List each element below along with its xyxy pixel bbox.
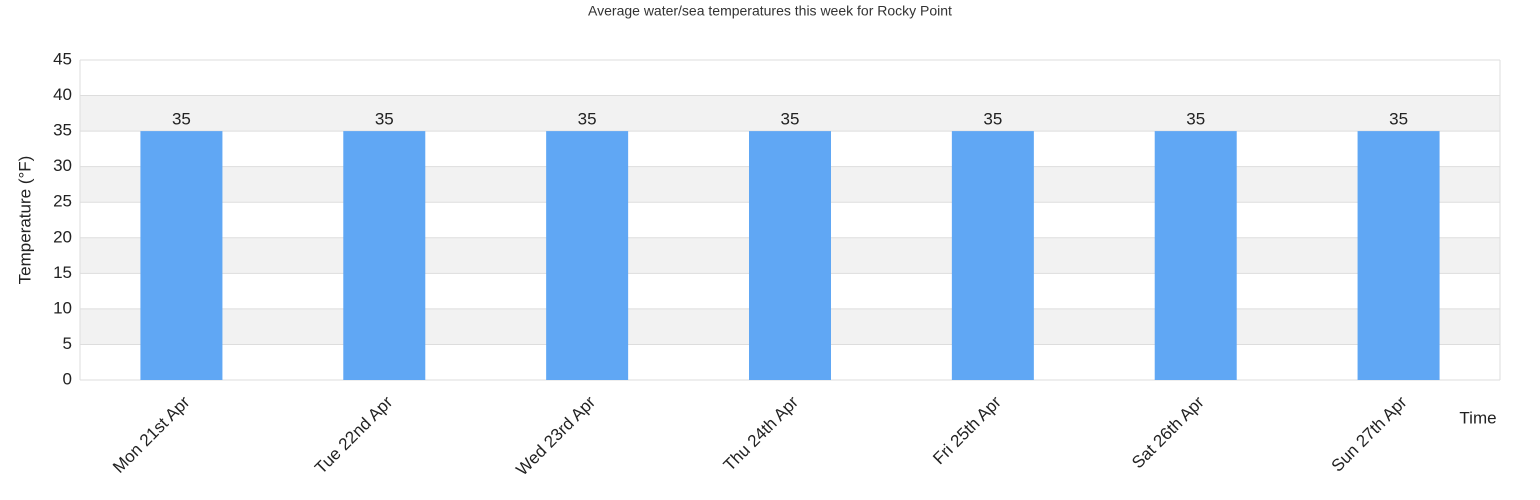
y-axis-label: Temperature (°F) xyxy=(15,156,34,285)
y-tick-label: 45 xyxy=(53,49,72,68)
y-tick-label: 20 xyxy=(53,227,72,246)
data-label: 35 xyxy=(983,110,1002,129)
grid-band xyxy=(80,95,1500,132)
data-label: 35 xyxy=(1186,110,1205,129)
bar xyxy=(343,131,426,380)
y-tick-label: 10 xyxy=(53,298,72,317)
y-tick-label: 30 xyxy=(53,156,72,175)
x-tick-label: Fri 25th Apr xyxy=(929,392,1005,468)
data-label: 35 xyxy=(1389,110,1408,129)
x-tick-label: Sun 27th Apr xyxy=(1328,392,1411,475)
y-tick-label: 0 xyxy=(63,369,72,388)
bar xyxy=(546,131,629,380)
data-label: 35 xyxy=(578,110,597,129)
x-tick-label: Sat 26th Apr xyxy=(1128,392,1208,472)
y-tick-label: 15 xyxy=(53,263,72,282)
x-tick-label: Tue 22nd Apr xyxy=(311,392,396,477)
y-tick-label: 35 xyxy=(53,121,72,140)
bar xyxy=(951,131,1034,380)
bar xyxy=(140,131,223,380)
bar xyxy=(749,131,831,380)
x-axis-label: Time xyxy=(1459,408,1496,427)
y-tick-label: 25 xyxy=(53,192,72,211)
bar xyxy=(1357,131,1440,380)
y-tick-label: 40 xyxy=(53,85,72,104)
data-label: 35 xyxy=(781,110,800,129)
x-tick-label: Wed 23rd Apr xyxy=(512,392,599,479)
chart-title: Average water/sea temperatures this week… xyxy=(588,3,952,19)
bar xyxy=(1154,131,1237,380)
data-label: 35 xyxy=(172,110,191,129)
data-label: 35 xyxy=(375,110,394,129)
x-tick-label: Thu 24th Apr xyxy=(720,392,803,475)
x-tick-label: Mon 21st Apr xyxy=(109,392,194,477)
y-tick-label: 5 xyxy=(63,334,72,353)
